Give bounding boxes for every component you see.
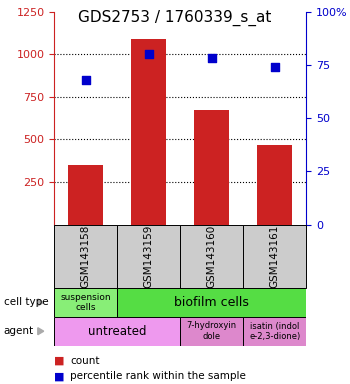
Bar — [132, 39, 166, 225]
Bar — [54, 288, 117, 317]
Text: GDS2753 / 1760339_s_at: GDS2753 / 1760339_s_at — [78, 10, 272, 26]
Text: ■: ■ — [54, 356, 65, 366]
Point — [272, 64, 278, 70]
Text: cell type: cell type — [4, 297, 48, 308]
Point — [146, 51, 152, 57]
Bar — [68, 165, 103, 225]
Text: GSM143161: GSM143161 — [270, 225, 280, 288]
Point — [83, 77, 89, 83]
Text: GSM143159: GSM143159 — [144, 225, 154, 288]
Text: isatin (indol
e-2,3-dione): isatin (indol e-2,3-dione) — [249, 321, 300, 341]
Text: count: count — [70, 356, 99, 366]
Bar — [195, 111, 229, 225]
Text: suspension
cells: suspension cells — [61, 293, 111, 312]
Text: 7-hydroxyin
dole: 7-hydroxyin dole — [187, 321, 237, 341]
Text: biofilm cells: biofilm cells — [174, 296, 249, 309]
Bar — [243, 225, 306, 288]
Bar — [180, 317, 243, 346]
Point — [209, 55, 215, 61]
Bar — [243, 317, 306, 346]
Text: GSM143158: GSM143158 — [81, 225, 91, 288]
Bar — [54, 317, 180, 346]
Bar — [117, 288, 306, 317]
Bar — [180, 225, 243, 288]
Text: untreated: untreated — [88, 325, 147, 338]
Bar — [117, 225, 180, 288]
Text: ■: ■ — [54, 371, 65, 381]
Text: GSM143160: GSM143160 — [207, 225, 217, 288]
Bar — [54, 225, 117, 288]
Text: percentile rank within the sample: percentile rank within the sample — [70, 371, 246, 381]
Bar — [258, 144, 292, 225]
Text: agent: agent — [4, 326, 34, 336]
